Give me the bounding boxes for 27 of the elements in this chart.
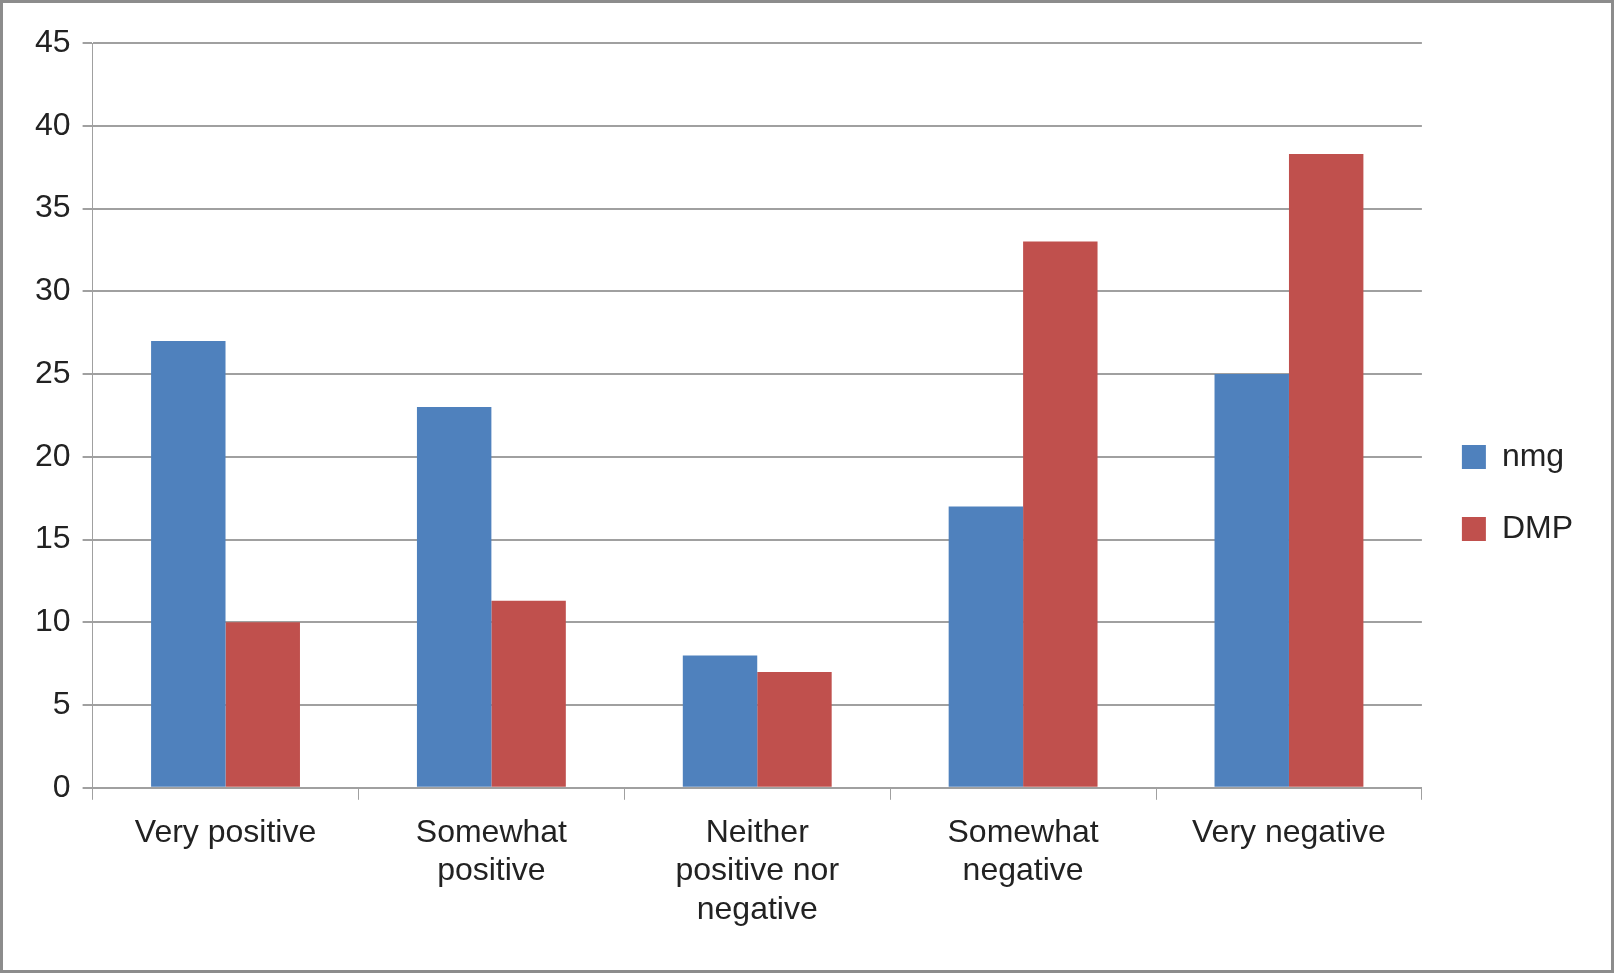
bar: [151, 340, 226, 787]
x-tick-label: Somewhat positive: [415, 812, 568, 888]
y-tick-label: 35: [35, 188, 71, 225]
bar: [1214, 374, 1289, 787]
y-tick-label: 10: [35, 602, 71, 639]
bar: [416, 407, 492, 787]
y-tick-label: 30: [35, 271, 71, 308]
x-tick-label: Very negative: [1192, 812, 1386, 849]
bar: [757, 671, 832, 787]
legend-label: nmg: [1501, 436, 1565, 473]
x-tick-label: Somewhat negative: [947, 812, 1099, 888]
bar: [1023, 241, 1098, 787]
y-tick-label: 20: [35, 436, 71, 473]
y-tick-label: 0: [52, 767, 71, 804]
bar: [682, 655, 758, 787]
bar: [948, 506, 1024, 787]
bar: [225, 622, 300, 787]
y-tick-label: 40: [35, 105, 71, 142]
bar: [491, 600, 566, 787]
x-tick-label: Very positive: [134, 812, 317, 849]
y-tick-label: 5: [52, 684, 71, 721]
y-tick-label: 45: [35, 22, 71, 59]
legend-label: DMP: [1501, 508, 1573, 545]
y-tick-label: 25: [35, 353, 71, 390]
x-tick-label: Neither positive nor negative: [675, 812, 840, 926]
bar: [1288, 153, 1364, 787]
y-tick-label: 15: [35, 519, 71, 556]
